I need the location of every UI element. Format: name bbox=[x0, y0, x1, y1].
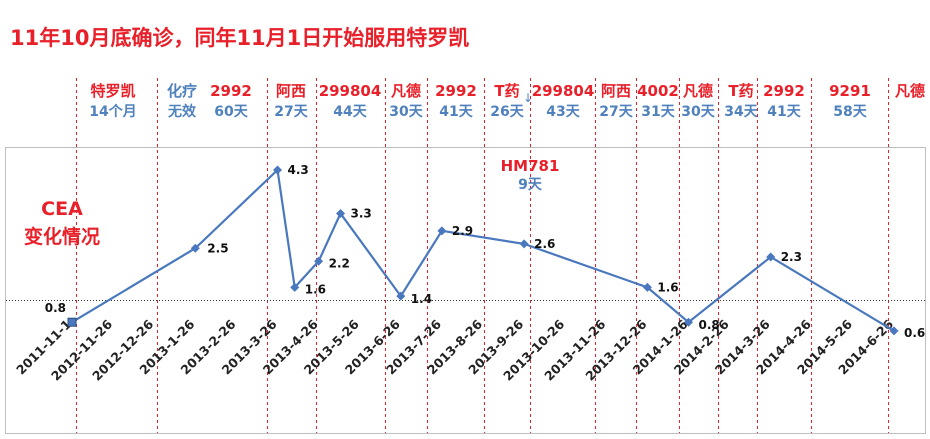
arrow-marker: ↓ bbox=[523, 91, 533, 105]
data-label: 2.9 bbox=[452, 224, 473, 238]
data-label: 2.3 bbox=[781, 250, 802, 264]
treatment-duration-label: 41天 bbox=[767, 104, 801, 120]
treatment-duration-label: 41天 bbox=[439, 104, 473, 120]
data-label: 1.4 bbox=[411, 292, 432, 306]
treatment-duration-label: 27天 bbox=[274, 104, 308, 120]
treatment-drug-label: 凡德 bbox=[683, 82, 713, 100]
side-label-change: 变化情况 bbox=[24, 225, 100, 248]
treatment-drug-label: 阿西 bbox=[276, 82, 306, 100]
data-label: 2.5 bbox=[207, 241, 228, 255]
treatment-drug-label: 凡德 bbox=[391, 82, 421, 100]
treatment-duration-label: 34天 bbox=[724, 104, 758, 120]
data-label: 2.6 bbox=[534, 237, 555, 251]
data-label: 2.2 bbox=[329, 256, 350, 270]
annotation-drug-label: HM781 bbox=[501, 157, 560, 175]
treatment-drug-label: 9291 bbox=[829, 82, 871, 100]
treatment-drug-label: 化疗 bbox=[167, 82, 197, 100]
treatment-duration-label: 无效 bbox=[167, 103, 197, 120]
data-point-marker bbox=[273, 165, 282, 175]
data-point-marker bbox=[336, 208, 346, 218]
treatment-duration-label: 58天 bbox=[833, 104, 867, 120]
data-point-marker bbox=[766, 252, 776, 262]
treatment-duration-label: 26天 bbox=[490, 104, 524, 120]
side-label-cea: CEA bbox=[41, 198, 83, 220]
treatment-duration-label: 30天 bbox=[389, 104, 423, 120]
data-point-marker bbox=[642, 282, 652, 292]
data-point-marker bbox=[684, 317, 693, 327]
treatment-drug-label: 特罗凯 bbox=[90, 82, 135, 100]
treatment-drug-label: 299804 bbox=[532, 82, 595, 100]
treatment-drug-label: 2992 bbox=[763, 82, 805, 100]
treatment-duration-label: 31天 bbox=[641, 104, 675, 120]
data-point-marker bbox=[519, 239, 529, 249]
treatment-drug-label: 299804 bbox=[319, 82, 382, 100]
data-label: 1.6 bbox=[657, 280, 678, 294]
treatment-drug-label: 2992 bbox=[210, 82, 252, 100]
data-point-marker bbox=[67, 317, 77, 327]
chart-title: 11年10月底确诊，同年11月1日开始服用特罗凯 bbox=[10, 26, 470, 50]
treatment-drug-label: T药 bbox=[494, 82, 519, 100]
data-label: 0.8 bbox=[45, 301, 66, 315]
treatment-duration-label: 44天 bbox=[333, 104, 367, 120]
data-point-marker bbox=[314, 256, 324, 266]
treatment-duration-label: 60天 bbox=[214, 104, 248, 120]
treatment-drug-label: 凡德 bbox=[895, 82, 925, 100]
treatment-duration-label: 43天 bbox=[546, 104, 580, 120]
treatment-drug-label: 4002 bbox=[637, 82, 679, 100]
data-label: 1.6 bbox=[305, 282, 326, 296]
data-label: 0.8 bbox=[699, 318, 720, 332]
data-point-marker bbox=[889, 326, 899, 336]
plot-frame bbox=[5, 147, 926, 434]
treatment-duration-label: 27天 bbox=[599, 104, 633, 120]
data-label: 3.3 bbox=[351, 206, 372, 220]
data-point-marker bbox=[190, 243, 200, 253]
data-point-marker bbox=[290, 282, 300, 292]
treatment-duration-label: 14个月 bbox=[89, 103, 136, 120]
data-point-marker bbox=[396, 291, 406, 301]
data-point-marker bbox=[437, 226, 447, 236]
treatment-drug-label: 2992 bbox=[435, 82, 477, 100]
treatment-drug-label: T药 bbox=[728, 82, 753, 100]
data-label: 0.6 bbox=[904, 326, 925, 340]
treatment-drug-label: 阿西 bbox=[601, 82, 631, 100]
treatment-duration-label: 30天 bbox=[681, 104, 715, 120]
data-label: 4.3 bbox=[288, 163, 309, 177]
annotation-duration-label: 9天 bbox=[518, 177, 543, 193]
